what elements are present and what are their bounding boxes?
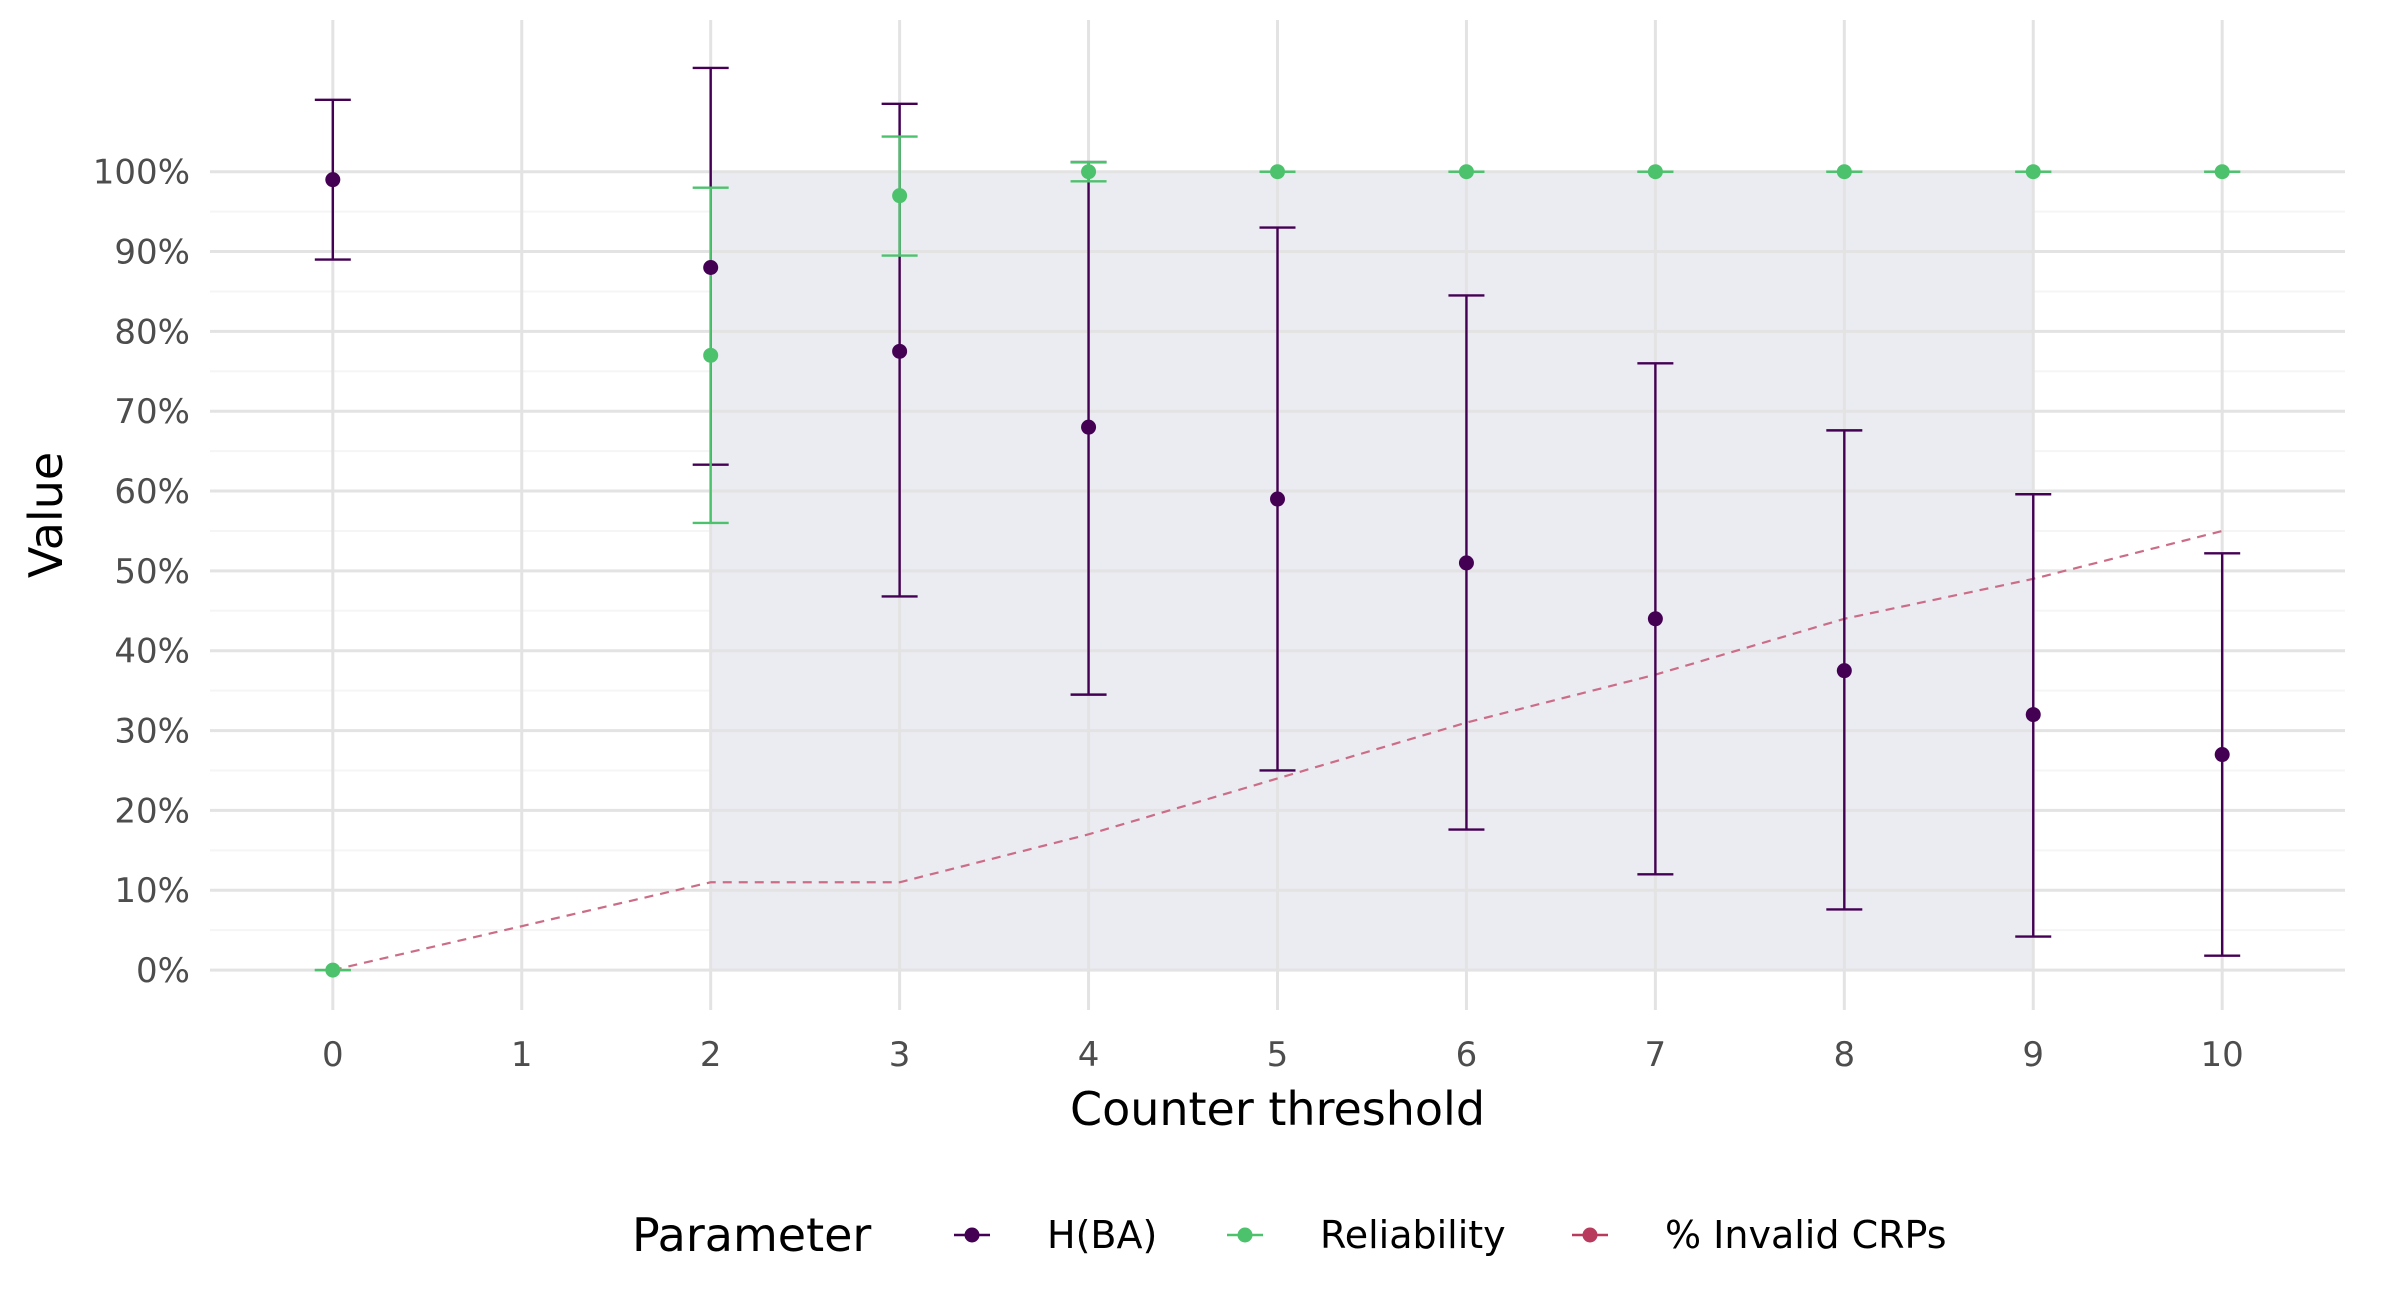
x-tick-label: 8 <box>1833 1035 1855 1075</box>
y-tick-labels: 0% 10% 20% 30% 40% 50% 60% 70% 80% 90% 100% <box>93 153 190 991</box>
legend-key-point <box>964 1227 980 1243</box>
data-point <box>1458 164 1474 180</box>
data-point <box>1081 419 1097 435</box>
x-tick-label: 7 <box>1645 1035 1667 1075</box>
y-axis-title: Value <box>19 452 73 578</box>
series-lines <box>332 529 2223 972</box>
legend-key-point <box>1237 1227 1253 1243</box>
data-point <box>2025 707 2041 723</box>
data-point <box>1836 663 1852 679</box>
data-point <box>325 172 341 188</box>
y-tick-label: 60% <box>114 472 190 512</box>
y-tick-label: 40% <box>114 632 190 672</box>
series-line-invalid-crps <box>332 529 2223 972</box>
legend: Parameter H(BA) Reliability % Invalid CRPs <box>632 1208 1947 1262</box>
y-tick-label: 100% <box>93 153 190 193</box>
data-point <box>892 188 908 204</box>
data-point <box>1647 164 1663 180</box>
x-tick-labels: 0 1 2 3 4 5 6 7 8 9 10 <box>322 1035 2244 1075</box>
data-point <box>1270 164 1285 180</box>
data-point <box>892 343 908 359</box>
y-tick-label: 90% <box>114 233 190 273</box>
x-tick-label: 10 <box>2201 1035 2244 1075</box>
data-point <box>1081 164 1097 180</box>
x-tick-label: 9 <box>2022 1035 2044 1075</box>
legend-key-point <box>1582 1227 1598 1243</box>
x-axis-title: Counter threshold <box>1070 1082 1485 1136</box>
data-points <box>325 164 2230 978</box>
y-tick-label: 20% <box>114 791 190 831</box>
data-point <box>2025 164 2041 180</box>
x-tick-label: 4 <box>1078 1035 1100 1075</box>
x-tick-label: 2 <box>700 1035 722 1075</box>
y-tick-label: 70% <box>114 392 190 432</box>
legend-label: H(BA) <box>1047 1213 1157 1257</box>
legend-title: Parameter <box>632 1208 871 1262</box>
x-tick-label: 0 <box>322 1035 344 1075</box>
data-point <box>703 347 719 363</box>
x-tick-label: 1 <box>511 1035 533 1075</box>
y-tick-label: 50% <box>114 552 190 592</box>
y-tick-label: 0% <box>136 951 190 991</box>
data-point <box>1836 164 1852 180</box>
data-point <box>2214 164 2230 180</box>
y-tick-label: 30% <box>114 712 190 752</box>
x-tick-label: 6 <box>1456 1035 1478 1075</box>
legend-label: Reliability <box>1320 1213 1506 1257</box>
x-tick-label: 3 <box>889 1035 911 1075</box>
data-point <box>1647 611 1663 627</box>
data-point <box>703 260 719 275</box>
y-tick-label: 80% <box>114 312 190 352</box>
data-point <box>325 962 341 978</box>
x-tick-label: 5 <box>1267 1035 1289 1075</box>
data-point <box>1458 555 1474 571</box>
legend-label: % Invalid CRPs <box>1665 1213 1947 1257</box>
y-tick-label: 10% <box>114 871 190 911</box>
data-point <box>2214 747 2230 763</box>
data-point <box>1270 491 1285 507</box>
